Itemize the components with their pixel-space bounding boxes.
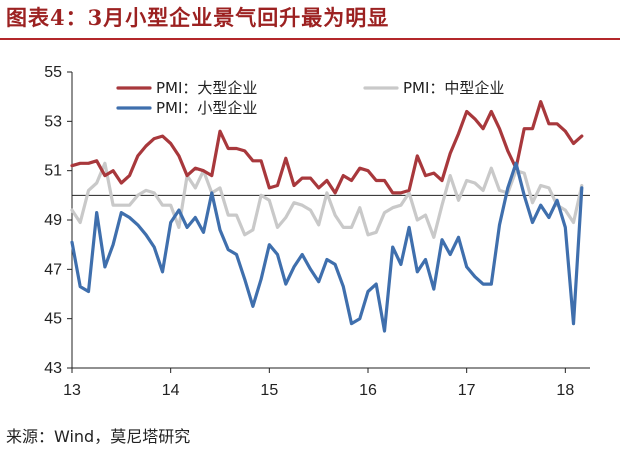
y-tick-label: 49 [44, 212, 62, 229]
x-tick-label: 13 [63, 382, 81, 399]
x-tick-label: 17 [458, 382, 476, 399]
source-note: 来源：Wind，莫尼塔研究 [6, 427, 191, 446]
y-tick-label: 55 [44, 64, 62, 81]
chart-title: 图表4：3月小型企业景气回升最为明显 [6, 5, 390, 30]
y-tick-label: 53 [44, 113, 62, 130]
series-lines [70, 99, 584, 333]
legend-label-large: PMI：大型企业 [156, 79, 257, 97]
title-divider [0, 38, 620, 40]
y-tick-label: 45 [44, 311, 62, 328]
legend-label-small: PMI：小型企业 [156, 99, 257, 117]
x-tick-label: 18 [556, 382, 574, 399]
series-line-medium [70, 161, 584, 239]
series-line-large [70, 99, 584, 195]
y-tick-label: 51 [44, 163, 62, 180]
x-tick-label: 16 [359, 382, 377, 399]
series-line-small [70, 161, 584, 333]
y-tick-label: 47 [44, 261, 62, 278]
x-tick-label: 14 [162, 382, 180, 399]
legend-label-medium: PMI：中型企业 [403, 79, 504, 97]
x-tick-label: 15 [260, 382, 278, 399]
y-tick-label: 43 [44, 360, 62, 377]
legend: PMI：大型企业 PMI：中型企业 PMI：小型企业 [116, 79, 504, 117]
chart-axes: 43 45 47 49 51 53 55 13 14 15 16 17 18 [44, 64, 590, 399]
